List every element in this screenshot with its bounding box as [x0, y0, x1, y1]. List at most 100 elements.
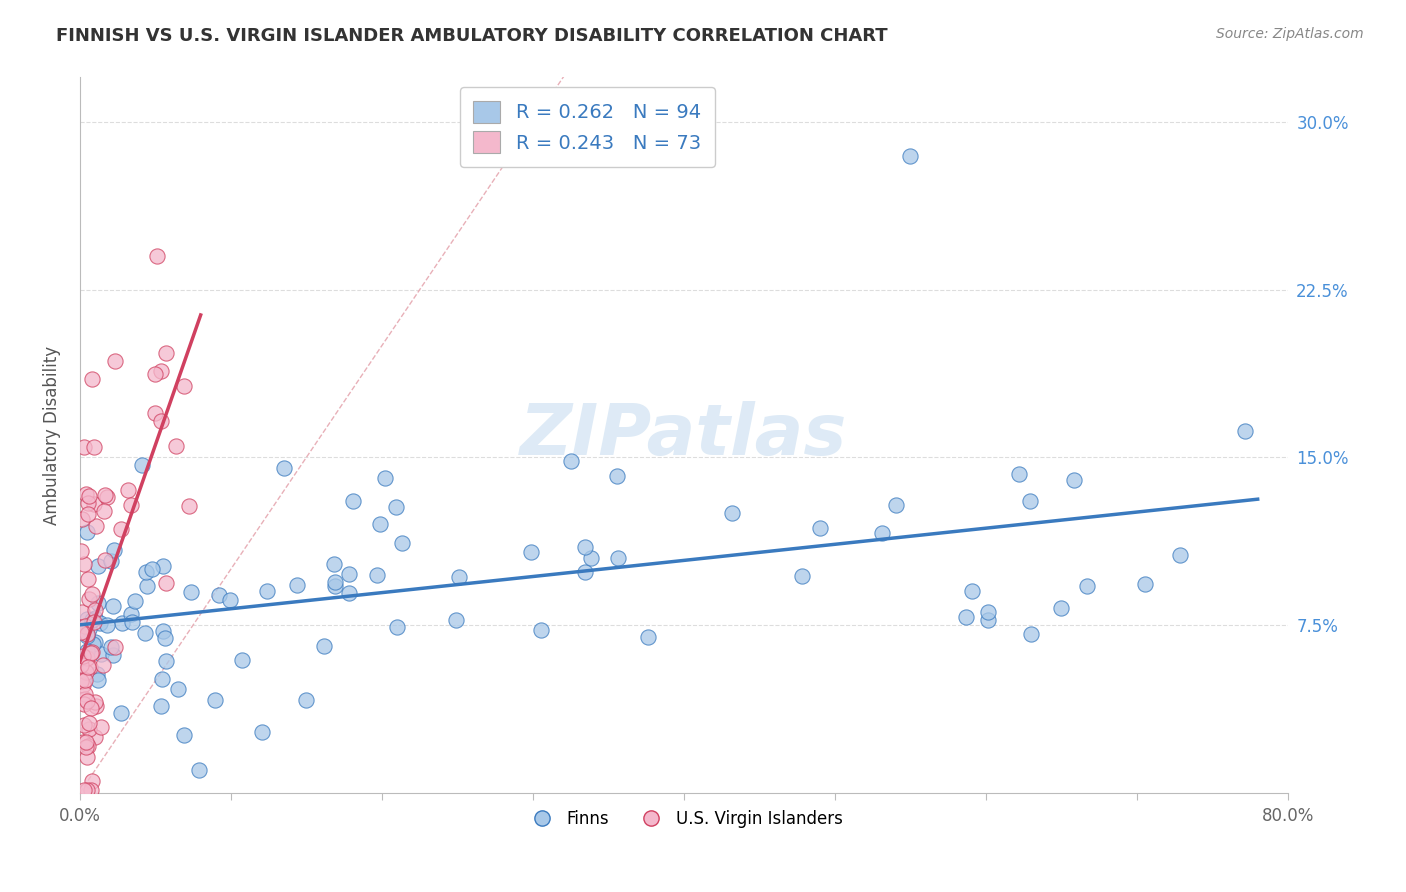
- Point: [886, 499, 908, 513]
- Point: [955, 610, 977, 624]
- Point: [73, 691, 96, 706]
- Point: [83, 497, 105, 511]
- Point: [94, 488, 117, 502]
- Point: [82, 637, 104, 651]
- Point: [96, 617, 118, 632]
- Point: [231, 653, 253, 667]
- Point: [391, 536, 413, 550]
- Point: [87, 559, 110, 574]
- Point: [374, 470, 396, 484]
- Point: [323, 557, 346, 571]
- Point: [574, 540, 596, 554]
- Point: [1063, 474, 1085, 488]
- Point: [83, 440, 105, 454]
- Point: [134, 626, 156, 640]
- Point: [167, 681, 190, 696]
- Point: [73, 440, 96, 454]
- Point: [90, 648, 112, 662]
- Point: [72, 648, 94, 663]
- Point: [104, 640, 127, 654]
- Point: [385, 500, 408, 514]
- Point: [101, 599, 124, 613]
- Point: [72, 735, 94, 749]
- Point: [121, 615, 143, 629]
- Point: [314, 639, 336, 653]
- Point: [70, 544, 93, 558]
- Point: [337, 586, 360, 600]
- Point: [75, 665, 97, 679]
- Point: [208, 588, 231, 602]
- Point: [117, 483, 139, 497]
- Point: [84, 519, 107, 533]
- Point: [449, 570, 471, 584]
- Point: [810, 521, 832, 535]
- Point: [87, 596, 110, 610]
- Text: FINNISH VS U.S. VIRGIN ISLANDER AMBULATORY DISABILITY CORRELATION CHART: FINNISH VS U.S. VIRGIN ISLANDER AMBULATO…: [56, 27, 887, 45]
- Point: [295, 693, 318, 707]
- Point: [73, 783, 96, 797]
- Point: [250, 724, 273, 739]
- Point: [70, 511, 93, 525]
- Point: [76, 629, 98, 643]
- Point: [76, 651, 98, 665]
- Point: [100, 640, 122, 654]
- Point: [80, 783, 103, 797]
- Point: [110, 706, 132, 720]
- Point: [75, 740, 97, 755]
- Point: [70, 674, 93, 689]
- Point: [76, 783, 98, 797]
- Point: [80, 645, 103, 659]
- Point: [165, 439, 187, 453]
- Point: [574, 565, 596, 579]
- Point: [120, 607, 142, 621]
- Point: [387, 620, 409, 634]
- Point: [150, 413, 173, 427]
- Point: [366, 567, 388, 582]
- Point: [90, 720, 112, 734]
- Point: [218, 592, 240, 607]
- Point: [1168, 548, 1191, 562]
- Point: [1076, 579, 1098, 593]
- Point: [150, 364, 173, 378]
- Point: [606, 469, 628, 483]
- Point: [80, 586, 103, 600]
- Point: [91, 657, 114, 672]
- Point: [111, 616, 134, 631]
- Point: [75, 687, 97, 701]
- Point: [607, 550, 630, 565]
- Point: [70, 658, 93, 673]
- Point: [337, 566, 360, 581]
- Point: [94, 553, 117, 567]
- Point: [323, 574, 346, 589]
- Point: [84, 603, 107, 617]
- Point: [285, 578, 308, 592]
- Point: [73, 619, 96, 633]
- Point: [131, 458, 153, 472]
- Point: [79, 660, 101, 674]
- Point: [86, 666, 108, 681]
- Point: [560, 454, 582, 468]
- Point: [96, 490, 118, 504]
- Point: [368, 516, 391, 531]
- Point: [155, 345, 177, 359]
- Point: [77, 622, 100, 636]
- Point: [120, 498, 142, 512]
- Point: [898, 149, 921, 163]
- Point: [100, 554, 122, 568]
- Legend: Finns, U.S. Virgin Islanders: Finns, U.S. Virgin Islanders: [519, 803, 849, 834]
- Point: [204, 692, 226, 706]
- Point: [530, 623, 553, 637]
- Point: [256, 583, 278, 598]
- Point: [75, 734, 97, 748]
- Point: [77, 660, 100, 674]
- Point: [145, 367, 167, 381]
- Point: [87, 673, 110, 688]
- Point: [173, 379, 195, 393]
- Point: [150, 698, 173, 713]
- Point: [70, 624, 93, 639]
- Point: [77, 489, 100, 503]
- Point: [273, 461, 295, 475]
- Point: [976, 613, 998, 627]
- Point: [188, 764, 211, 778]
- Point: [80, 773, 103, 788]
